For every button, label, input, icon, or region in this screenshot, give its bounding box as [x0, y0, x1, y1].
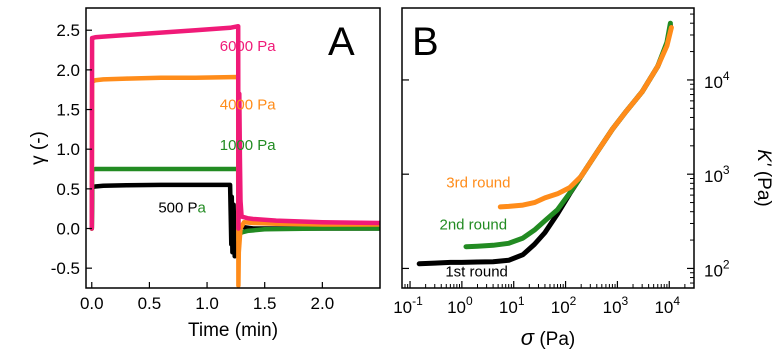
panel-a-y-tick-label-4: 1.5: [56, 101, 80, 120]
panel-a-y-tick-label-5: 2.0: [56, 61, 80, 80]
panel-a-annotation-500-part1: 500 P: [158, 200, 197, 217]
panel-a-y-tick-label-3: 1.0: [56, 140, 80, 159]
panel-b-series-2-line: [497, 25, 674, 210]
panel-a-x-axis-label: Time (min): [188, 320, 278, 341]
panel-a: 0.0 0.5 1.0 1.5 2.0-0.50.00.51.01.52.02.5 A …: [28, 7, 381, 341]
panel-a-annotation-500-part2: a: [198, 200, 207, 217]
panel-b-letter: B: [412, 20, 439, 64]
panel-b-x-tick-base-3: 10: [551, 298, 570, 317]
panel-a-series-3-line: [89, 23, 380, 231]
panel-a-annotation-2: 1000 Pa: [220, 137, 277, 154]
panel-a-series: [89, 23, 380, 288]
panel-b-x-tick-exp-3: 2: [570, 294, 577, 308]
panel-a-y-tick-label-0: -0.5: [51, 259, 80, 278]
panel-b-y-tick-label-0: 102: [704, 257, 730, 280]
panel-b-x-tick-base-1: 10: [447, 298, 466, 317]
panel-b-annotation-2: 1st round: [445, 264, 508, 281]
panel-a-x-tick-label-4: 2.0: [311, 294, 335, 313]
panel-b-x-tick-exp-4: 3: [622, 294, 629, 308]
panel-b-annotations: 3rd round 2nd round 1st round: [439, 175, 510, 281]
panel-b-y-axis-unit: (Pa): [753, 171, 773, 207]
panel-b-x-tick-exp-1: 0: [466, 294, 473, 308]
panel-b-x-tick-base-0: 10: [393, 298, 412, 317]
panel-a-x-tick-label-3: 1.5: [253, 294, 277, 313]
panel-b-y-tick-base-1: 10: [704, 167, 723, 186]
panel-a-x-tick-label-1: 0.5: [138, 294, 162, 313]
panel-b-x-tick-base-2: 10: [499, 298, 518, 317]
panel-b-x-axis-unit: (Pa): [539, 329, 575, 350]
panel-a-frame: [85, 7, 381, 289]
panel-b-y-tick-exp-0: 2: [723, 257, 730, 271]
panel-a-series-0-line: [89, 182, 380, 259]
panel-b-x-tick-exp-5: 4: [673, 294, 680, 308]
panel-b-annotation-1: 2nd round: [439, 216, 507, 233]
panel-a-annotation-1: 4000 Pa: [220, 97, 277, 114]
panel-a-y-axis-label: γ (-): [28, 131, 49, 165]
panel-a-y-tick-label-6: 2.5: [56, 21, 80, 40]
panel-a-y-tick-label-1: 0.0: [56, 220, 80, 239]
panel-a-x-tick-label-2: 1.0: [195, 294, 219, 313]
panel-b-x-tick-label-5: 104: [654, 294, 680, 317]
panel-b-x-tick-base-5: 10: [654, 298, 673, 317]
panel-b-series-1-line: [463, 20, 673, 250]
panel-b-annotation-0: 3rd round: [446, 175, 510, 192]
panel-b-y-axis-label: K' (Pa): [753, 149, 773, 207]
panel-b-y-tick-exp-1: 3: [723, 163, 730, 177]
panel-b-series: [416, 20, 674, 267]
panel-a-letter: A: [328, 20, 355, 64]
panel-b-y-tick-base-2: 10: [704, 73, 723, 92]
panel-b-frame: [401, 7, 695, 289]
panel-b-x-tick-label-4: 103: [603, 294, 629, 317]
panel-b-y-axis-symbol: K': [753, 149, 773, 167]
panel-a-ticks: 0.0 0.5 1.0 1.5 2.0-0.50.00.51.01.52.02.5: [51, 21, 334, 313]
panel-b-x-tick-label-3: 102: [551, 294, 577, 317]
panel-a-annotations: 6000 Pa 4000 Pa 1000 Pa 500 Pa: [158, 38, 276, 217]
panel-a-y-tick-label-2: 0.5: [56, 180, 80, 199]
panel-b-x-tick-label-0: 10-1: [393, 294, 423, 317]
panel-b-x-tick-label-2: 101: [499, 294, 525, 317]
panel-b-x-tick-exp-2: 1: [518, 294, 525, 308]
panel-b-x-tick-label-1: 100: [447, 294, 473, 317]
panel-a-annotation-0: 6000 Pa: [220, 38, 277, 55]
panel-b-x-axis-label: σ (Pa): [521, 325, 575, 350]
panel-b-y-tick-exp-2: 4: [723, 69, 730, 83]
panel-b-y-tick-base-0: 10: [704, 261, 723, 280]
panel-b-y-tick-label-2: 104: [704, 69, 730, 92]
panel-b-y-tick-label-1: 103: [704, 163, 730, 186]
panel-a-x-tick-label-0: 0.0: [80, 294, 104, 313]
panel-a-annotation-500: 500 Pa: [158, 200, 206, 217]
panel-b-x-tick-exp-0: -1: [412, 294, 423, 308]
panel-b-x-axis-symbol: σ: [521, 325, 535, 350]
panel-b-x-tick-base-4: 10: [603, 298, 622, 317]
